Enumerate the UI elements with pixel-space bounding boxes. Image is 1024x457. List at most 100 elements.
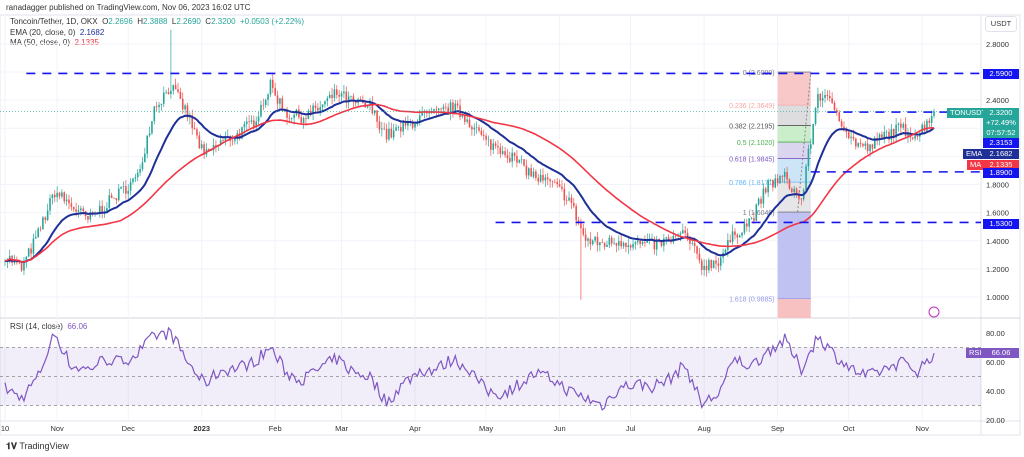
high-value: 2.3888 [143, 17, 168, 26]
candle-body [900, 123, 902, 128]
candle-body [68, 199, 70, 204]
candle-body [473, 127, 476, 130]
symbol-tag: TONUSDT [947, 108, 990, 118]
time-tick-label: Jun [554, 424, 566, 433]
candle-body [267, 94, 269, 100]
candle-body [376, 110, 378, 122]
last-price: 2.3200 [989, 108, 1013, 117]
candle-body [193, 128, 196, 130]
candle-body [625, 242, 627, 248]
candle-body [208, 149, 210, 151]
candle-body [272, 79, 274, 88]
candle-body [347, 96, 350, 103]
candle-body [506, 155, 509, 159]
ema-line [4, 99, 935, 263]
candle-body [753, 218, 755, 221]
candle-body [798, 195, 800, 199]
lightning-alert-icon [928, 306, 940, 318]
time-tick-label: Nov [50, 424, 64, 433]
candle-body [456, 103, 459, 106]
candle-body [594, 236, 596, 241]
candle-body [395, 127, 397, 131]
candle-body [525, 165, 528, 176]
time-tick-label: Feb [269, 424, 282, 433]
candle-body [828, 95, 831, 99]
candle-body [402, 122, 404, 132]
currency-button[interactable]: USDT [985, 16, 1017, 32]
candle-body [769, 179, 772, 181]
candle-body [248, 121, 250, 123]
candle-body [717, 263, 720, 266]
ema-side-label: EMA [963, 149, 986, 159]
price-tick-label: 1.4000 [986, 237, 1009, 246]
candle-body [354, 101, 357, 104]
candle-body [738, 235, 741, 238]
candle-body [627, 245, 630, 248]
candle-body [888, 131, 890, 140]
rsi-value: 66.06 [67, 322, 88, 331]
candle-body [774, 178, 777, 188]
candle-body [404, 122, 407, 126]
candle-body [892, 129, 895, 138]
candle-body [783, 172, 786, 177]
candle-body [146, 135, 148, 154]
candle-body [831, 98, 833, 103]
candle-body [132, 178, 134, 183]
candle-body [520, 159, 523, 160]
candle-body [388, 128, 390, 140]
candle-body [881, 134, 883, 138]
candle-body [610, 237, 613, 244]
candle-body [653, 238, 656, 250]
candle-body [144, 153, 146, 163]
candle-body [397, 127, 400, 128]
ma-legend[interactable]: MA (50, close, 0) 2.1335 [10, 38, 304, 49]
candle-body [352, 96, 355, 102]
candle-body [736, 234, 739, 238]
tradingview-logo[interactable]: 𝟏𝐕 TradingView [6, 441, 69, 452]
candle-body [639, 240, 641, 245]
candle-body [928, 120, 931, 123]
candle-body [87, 215, 89, 220]
candle-body [746, 223, 748, 227]
candle-body [262, 104, 265, 106]
rsi-legend[interactable]: RSI (14, close) 66.06 [10, 322, 87, 331]
candle-body [317, 107, 319, 111]
candle-body [487, 139, 490, 141]
candle-body [286, 110, 288, 118]
candle-body [890, 129, 893, 140]
level-tag-1890: 1.8900 [983, 168, 1019, 178]
fib-zone [777, 72, 811, 106]
candle-body [4, 261, 6, 262]
candle-body [53, 194, 56, 198]
candle-body [608, 237, 611, 245]
candle-body [210, 150, 212, 152]
candle-body [454, 103, 457, 113]
candle-body [712, 260, 715, 269]
candle-body [110, 195, 113, 198]
candle-body [136, 172, 139, 178]
candle-body [101, 205, 103, 213]
candle-body [696, 246, 698, 254]
rsi-side-label: RSI [966, 348, 985, 358]
rsi-band [0, 347, 981, 406]
level-tag-2315: 2.3153 [983, 138, 1019, 148]
candle-body [125, 186, 127, 194]
time-tick-label: Apr [409, 424, 421, 433]
candle-body [878, 134, 881, 141]
candle-body [518, 159, 521, 163]
candle-body [139, 169, 141, 173]
candle-body [700, 260, 703, 270]
candle-body [191, 115, 194, 129]
candle-body [532, 171, 535, 177]
candle-body [814, 108, 817, 124]
candle-body [461, 115, 464, 118]
candle-body [776, 178, 779, 184]
candle-body [563, 188, 566, 201]
candle-body [253, 120, 255, 128]
candle-body [793, 188, 796, 193]
candle-body [49, 198, 51, 211]
candle-body [390, 128, 393, 138]
ema-legend[interactable]: EMA (20, close, 0) 2.1682 [10, 28, 304, 39]
candle-body [115, 198, 118, 201]
